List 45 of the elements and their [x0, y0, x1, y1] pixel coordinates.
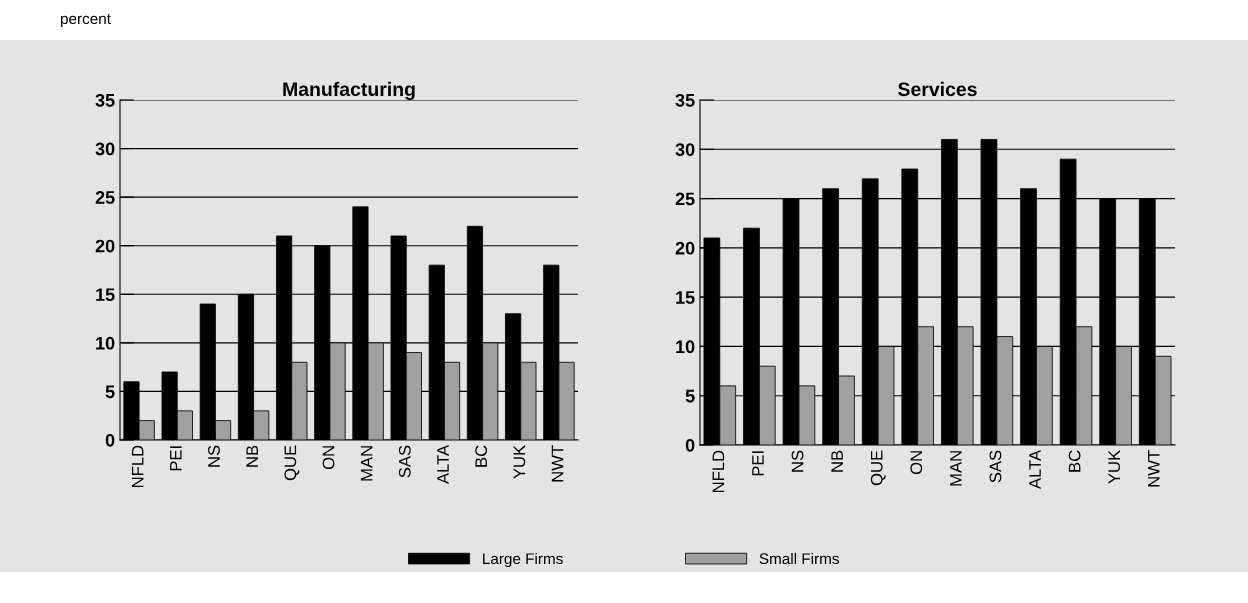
y-tick-label: 10 — [676, 340, 695, 354]
x-tick-label: ON — [910, 451, 923, 475]
y-tick-label: 30 — [675, 143, 695, 157]
legend-label: Large Firms — [483, 552, 563, 568]
y-tick-label: 10 — [96, 336, 115, 350]
legend-label: Small Firms — [759, 552, 839, 565]
x-tick-label: SAS — [989, 450, 1002, 483]
x-tick-label: SAS — [398, 445, 411, 478]
y-tick-label: 25 — [95, 191, 115, 204]
y-tick-label: 0 — [685, 438, 695, 452]
chart-title: Services — [898, 81, 977, 97]
x-tick-label: ALTA — [437, 444, 449, 485]
x-tick-label: BC — [475, 445, 488, 467]
text: percent — [60, 14, 111, 28]
x-tick-label: PEI — [752, 451, 764, 476]
x-tick-label: NFLD — [131, 445, 144, 488]
x-tick-label: BC — [1068, 450, 1081, 472]
x-tick-label: NB — [246, 445, 258, 467]
chart-title: Manufacturing — [283, 81, 415, 100]
y-tick-label: 30 — [95, 142, 115, 156]
x-tick-label: ON — [322, 446, 335, 470]
y-tick-label: 20 — [95, 239, 115, 253]
x-tick-label: NWT — [551, 445, 564, 482]
y-tick-label: 35 — [95, 93, 115, 107]
x-tick-label: NS — [791, 450, 804, 472]
x-tick-label: YUK — [1108, 450, 1121, 484]
x-tick-label: QUE — [284, 445, 300, 481]
y-tick-label: 20 — [675, 241, 695, 255]
x-tick-label: MAN — [950, 451, 962, 486]
x-tick-label: NB — [831, 450, 843, 472]
x-tick-label: NWT — [1148, 450, 1160, 487]
x-tick-label: QUE — [870, 450, 886, 486]
y-tick-label: 5 — [685, 389, 695, 403]
y-tick-label: 15 — [96, 288, 115, 302]
y-tick-label: 25 — [675, 192, 695, 206]
x-tick-label: NS — [208, 445, 220, 467]
x-tick-label: MAN — [360, 446, 373, 481]
y-tick-label: 35 — [675, 93, 695, 107]
x-tick-label: ALTA — [1029, 449, 1041, 490]
x-tick-label: PEI — [170, 446, 182, 471]
y-tick-label: 0 — [105, 433, 115, 447]
x-tick-label: YUK — [513, 445, 526, 479]
x-tick-label: NFLD — [712, 450, 725, 493]
y-tick-label: 15 — [676, 291, 695, 304]
y-tick-label: 5 — [105, 385, 115, 399]
